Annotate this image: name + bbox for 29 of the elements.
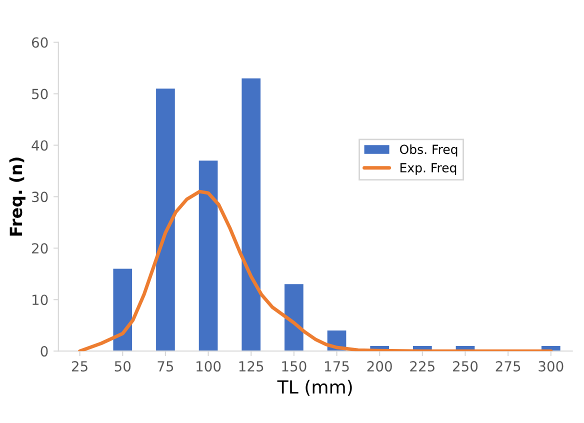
bar bbox=[113, 268, 132, 352]
y-tick-label: 40 bbox=[32, 140, 48, 151]
bar bbox=[242, 78, 261, 352]
bar bbox=[156, 88, 175, 352]
x-tick-label: 175 bbox=[325, 361, 349, 372]
y-axis-title: Freq. (n) bbox=[9, 158, 26, 236]
y-tick-label: 10 bbox=[32, 294, 48, 306]
bar bbox=[198, 160, 218, 352]
legend-label: Exp. Freq bbox=[400, 163, 456, 175]
y-tick-label: 0 bbox=[40, 346, 48, 357]
y-tick-label: 50 bbox=[32, 88, 48, 100]
legend-label: Obs. Freq bbox=[400, 144, 458, 157]
x-tick-label: 100 bbox=[196, 361, 221, 372]
x-tick-label: 125 bbox=[239, 361, 264, 372]
x-tick-label: 75 bbox=[158, 361, 174, 372]
x-tick-label: 300 bbox=[538, 361, 564, 372]
x-axis-title: TL (mm) bbox=[277, 380, 352, 396]
line-series bbox=[78, 190, 553, 352]
y-tick-label: 60 bbox=[32, 37, 48, 48]
x-tick-label: 150 bbox=[282, 361, 306, 372]
y-tick-label: 30 bbox=[32, 192, 48, 202]
x-tick-label: 25 bbox=[72, 361, 88, 372]
x-tick-label: 50 bbox=[114, 361, 131, 372]
y-tick-label: 20 bbox=[32, 243, 48, 254]
x-tick-label: 275 bbox=[496, 361, 520, 372]
bar bbox=[284, 284, 304, 352]
x-tick-label: 200 bbox=[367, 361, 392, 372]
x-tick-label: 250 bbox=[453, 361, 478, 372]
x-tick-label: 225 bbox=[410, 361, 434, 372]
